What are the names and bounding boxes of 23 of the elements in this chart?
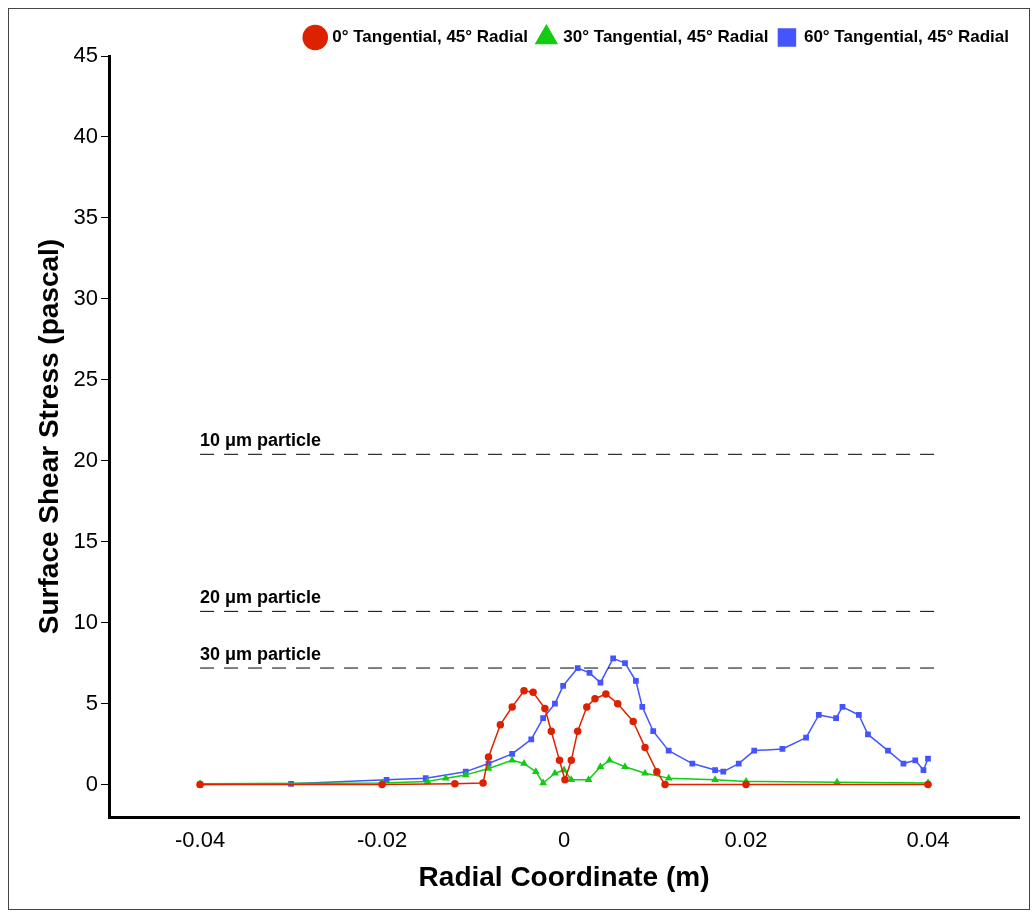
ref-line-label: 20 μm particle <box>200 587 322 608</box>
y-tick-label: 35 <box>73 203 99 229</box>
x-tick-label: -0.02 <box>356 827 408 853</box>
ref-line-label: 10 μm particle <box>200 430 322 451</box>
legend-label: 0° Tangential, 45° Radial <box>332 27 528 47</box>
x-tick-label: 0.02 <box>724 827 768 853</box>
ref-line-label: 30 μm particle <box>200 644 322 665</box>
y-tick-label: 25 <box>73 365 99 391</box>
y-tick-label: 5 <box>85 689 99 715</box>
y-tick-label: 0 <box>85 770 99 796</box>
x-tick-label: 0 <box>557 827 571 853</box>
x-tick-label: 0.04 <box>906 827 950 853</box>
y-tick-label: 15 <box>73 527 99 553</box>
x-axis-title: Radial Coordinate (m) <box>418 860 710 892</box>
x-tick-label: -0.04 <box>174 827 226 853</box>
y-tick-label: 30 <box>73 284 99 310</box>
y-tick-label: 10 <box>73 608 99 634</box>
y-axis-title: Surface Shear Stress (pascal) <box>32 238 64 635</box>
legend-label: 30° Tangential, 45° Radial <box>563 27 769 47</box>
y-tick-label: 45 <box>73 42 99 68</box>
y-tick-label: 20 <box>73 446 99 472</box>
legend-label: 60° Tangential, 45° Radial <box>803 27 1010 47</box>
y-tick-label: 40 <box>73 123 99 149</box>
